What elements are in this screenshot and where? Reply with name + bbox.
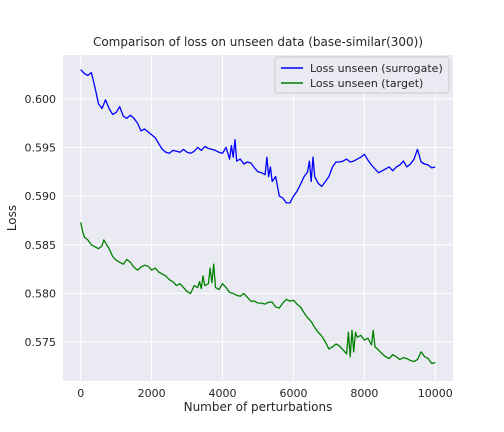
y-tick-label: 0.585: [25, 239, 57, 252]
x-tick-label: 4000: [209, 387, 237, 400]
x-tick-label: 8000: [350, 387, 378, 400]
legend-box: [274, 56, 450, 94]
x-tick-label: 6000: [279, 387, 307, 400]
y-tick-label: 0.575: [25, 336, 57, 349]
plot-background: [63, 55, 453, 381]
legend: Loss unseen (surrogate) Loss unseen (targ…: [274, 56, 450, 94]
series-layer: [80, 69, 436, 365]
y-tick-label: 0.590: [25, 190, 57, 203]
x-tick-label: 0: [77, 387, 84, 400]
x-tick-labels: 0 2000 4000 6000 8000 10000: [77, 387, 453, 400]
legend-label: Loss unseen (target): [310, 77, 423, 90]
grid: [63, 55, 453, 381]
y-tick-labels: 0.575 0.580 0.585 0.590 0.595 0.600: [25, 93, 57, 349]
y-axis-label: Loss: [5, 205, 19, 231]
series-line-1: [80, 222, 436, 365]
y-tick-label: 0.580: [25, 287, 57, 300]
x-tick-label: 2000: [138, 387, 166, 400]
series-line-0: [80, 69, 436, 204]
y-tick-label: 0.600: [25, 93, 57, 106]
x-tick-label: 10000: [418, 387, 453, 400]
legend-label: Loss unseen (surrogate): [310, 62, 443, 75]
chart-title: Comparison of loss on unseen data (base-…: [93, 35, 423, 49]
y-tick-label: 0.595: [25, 141, 57, 154]
x-axis-label: Number of perturbations: [184, 400, 333, 414]
